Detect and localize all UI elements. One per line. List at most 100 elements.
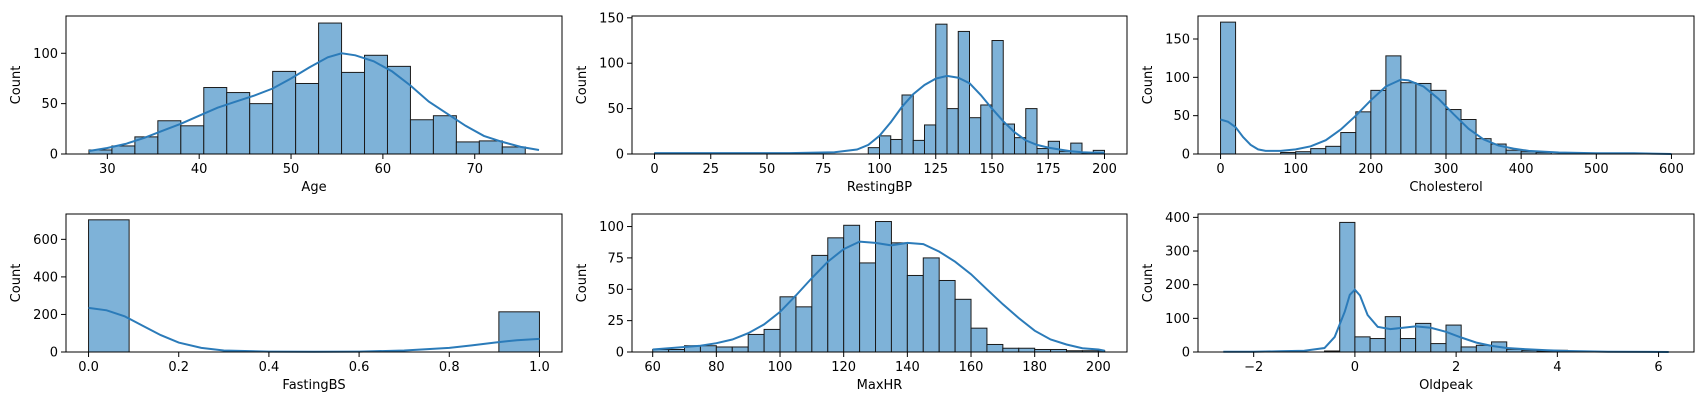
y-axis-label: Count <box>1141 66 1156 105</box>
x-axis-ticks: 0.0 0.2 0.4 0.6 0.8 1.0 <box>78 352 550 375</box>
y-axis-ticks: 0 50 100 150 <box>1165 33 1198 163</box>
histogram-bar <box>890 242 908 353</box>
histogram-bar <box>875 221 892 353</box>
histogram-bar <box>699 345 717 353</box>
histogram-bar <box>859 262 877 353</box>
y-tick-label: 300 <box>1165 245 1190 260</box>
x-tick-label: 2 <box>1452 360 1460 375</box>
x-tick-label: −2 <box>1244 360 1263 375</box>
x-tick-label: 75 <box>815 162 832 177</box>
y-tick-label: 50 <box>41 97 58 112</box>
histogram-bar <box>986 343 1004 353</box>
histogram-bar <box>912 139 925 155</box>
x-axis-label: Oldpeak <box>1419 378 1473 393</box>
subplot-oldpeak: −2 0 2 4 6 0 100 200 300 400 Oldpeak Count <box>1141 211 1695 393</box>
histogram-bar <box>970 327 988 353</box>
y-tick-label: 0 <box>1182 148 1190 163</box>
x-tick-label: 100 <box>867 162 892 177</box>
histogram-bar <box>1399 338 1417 353</box>
x-tick-label: 300 <box>1434 162 1459 177</box>
histogram-bar <box>747 333 765 353</box>
histogram-bar <box>180 125 205 155</box>
x-tick-label: 0 <box>650 162 658 177</box>
histogram-bar <box>295 82 320 155</box>
histogram-bar <box>1505 149 1522 155</box>
histogram-bar <box>1384 316 1401 353</box>
x-tick-label: 175 <box>1036 162 1061 177</box>
x-tick-label: 0.0 <box>78 360 99 375</box>
histogram-bar <box>938 279 956 353</box>
x-tick-label: 6 <box>1654 360 1662 375</box>
x-axis-ticks: 30 40 50 60 70 <box>99 154 483 177</box>
kde-curve-line <box>652 240 1105 352</box>
histogram-bar <box>763 328 781 353</box>
histogram-bar <box>991 40 1004 155</box>
histogram-bar <box>1220 21 1237 155</box>
histogram-bar <box>946 108 959 155</box>
y-tick-label: 600 <box>33 233 58 248</box>
x-tick-label: 100 <box>768 360 793 375</box>
x-tick-label: 70 <box>466 162 483 177</box>
plot-frame <box>65 15 563 155</box>
x-tick-label: 50 <box>283 162 300 177</box>
y-tick-label: 0 <box>616 148 624 163</box>
histogram-bar <box>715 346 733 353</box>
y-axis-label: Count <box>9 264 24 303</box>
subplot-restingbp: 0 25 50 75 100 125 150 175 200 0 50 100 150 Resting… <box>575 11 1128 195</box>
plot-frame <box>65 213 563 353</box>
histogram-bar <box>1400 82 1417 155</box>
x-axis-ticks: 0 25 50 75 100 125 150 175 200 <box>650 154 1117 177</box>
x-tick-label: 0 <box>1216 162 1224 177</box>
y-axis-ticks: 0 25 50 75 100 <box>599 220 632 361</box>
plot-frame <box>631 15 1128 155</box>
histogram-bar <box>1415 82 1432 155</box>
histogram-bar <box>957 30 970 155</box>
y-tick-label: 100 <box>1165 312 1190 327</box>
histogram-bar <box>1025 108 1038 155</box>
histogram-bar <box>1325 145 1342 155</box>
x-tick-label: 0 <box>1351 360 1359 375</box>
kde-curve-line <box>1220 78 1672 155</box>
x-tick-label: 0.4 <box>259 360 280 375</box>
histogram-bar <box>203 87 228 155</box>
histogram-bar <box>1339 221 1356 353</box>
bar-group <box>88 219 540 353</box>
y-tick-label: 0 <box>50 148 58 163</box>
histogram-bar <box>498 311 540 353</box>
y-tick-label: 0 <box>1182 346 1190 361</box>
histogram-bar <box>272 70 297 155</box>
histogram-bar <box>88 219 130 353</box>
y-tick-label: 400 <box>1165 211 1190 226</box>
x-tick-label: 4 <box>1553 360 1561 375</box>
y-tick-label: 100 <box>1165 71 1190 86</box>
histogram-bar <box>980 104 993 155</box>
x-tick-label: 0.8 <box>439 360 460 375</box>
y-tick-label: 75 <box>607 251 624 266</box>
histogram-bar <box>249 103 274 155</box>
histogram-bar <box>1354 336 1371 353</box>
histogram-bar <box>969 117 982 155</box>
x-tick-label: 25 <box>702 162 719 177</box>
x-tick-label: 120 <box>831 360 856 375</box>
histogram-bar <box>1036 148 1049 155</box>
y-tick-label: 400 <box>33 270 58 285</box>
x-axis-ticks: 0 100 200 300 400 500 600 <box>1216 154 1684 177</box>
x-axis-label: MaxHR <box>857 378 903 393</box>
y-tick-label: 100 <box>33 47 58 62</box>
histogram-bar <box>409 119 434 155</box>
x-tick-label: 180 <box>1022 360 1047 375</box>
kde-curve-line <box>654 74 1105 155</box>
bar-group <box>652 221 1106 353</box>
x-tick-label: 0.6 <box>349 360 370 375</box>
histogram-bar <box>1310 148 1327 155</box>
x-axis-label: Cholesterol <box>1409 180 1482 195</box>
x-tick-label: 1.0 <box>529 360 550 375</box>
y-tick-label: 50 <box>607 102 624 117</box>
y-axis-label: Count <box>575 66 590 105</box>
x-tick-label: 200 <box>1086 360 1111 375</box>
histogram-bar <box>341 71 366 155</box>
y-tick-label: 0 <box>616 346 624 361</box>
histogram-bar <box>1370 89 1387 155</box>
y-axis-label: Count <box>9 66 24 105</box>
